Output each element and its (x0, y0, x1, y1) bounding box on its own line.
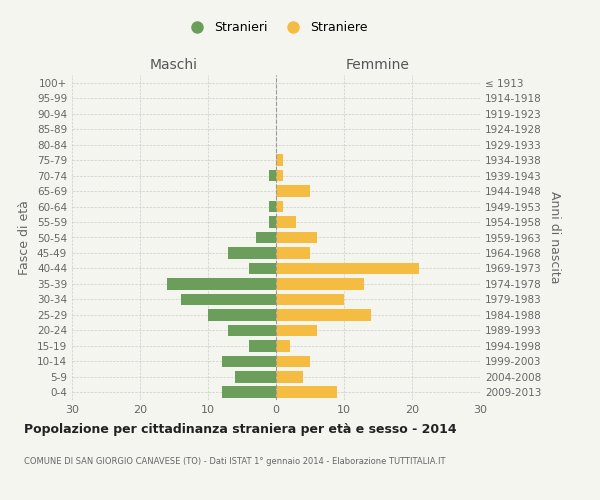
Bar (276, 200, 283, 212)
Bar (276, 386, 337, 398)
Bar (229, 324, 276, 336)
Bar (269, 170, 276, 181)
Text: Popolazione per cittadinanza straniera per età e sesso - 2014: Popolazione per cittadinanza straniera p… (24, 422, 457, 436)
Bar (276, 309, 371, 320)
Bar (208, 309, 276, 320)
Bar (276, 371, 303, 382)
Text: COMUNE DI SAN GIORGIO CANAVESE (TO) - Dati ISTAT 1° gennaio 2014 - Elaborazione : COMUNE DI SAN GIORGIO CANAVESE (TO) - Da… (24, 458, 445, 466)
Bar (235, 371, 276, 382)
Bar (276, 262, 419, 274)
Bar (276, 340, 290, 351)
Bar (229, 247, 276, 259)
Bar (167, 278, 276, 289)
Y-axis label: Anni di nascita: Anni di nascita (548, 191, 561, 284)
Bar (276, 294, 344, 305)
Text: Maschi: Maschi (150, 58, 198, 72)
Bar (276, 186, 310, 197)
Bar (256, 232, 276, 243)
Bar (276, 154, 283, 166)
Bar (249, 340, 276, 351)
Bar (249, 262, 276, 274)
Legend: Stranieri, Straniere: Stranieri, Straniere (179, 16, 373, 40)
Bar (269, 200, 276, 212)
Bar (221, 386, 276, 398)
Bar (276, 232, 317, 243)
Bar (221, 356, 276, 367)
Bar (269, 216, 276, 228)
Bar (276, 356, 310, 367)
Bar (276, 216, 296, 228)
Bar (276, 278, 364, 289)
Text: Femmine: Femmine (346, 58, 410, 72)
Y-axis label: Fasce di età: Fasce di età (19, 200, 31, 275)
Bar (276, 324, 317, 336)
Bar (181, 294, 276, 305)
Bar (276, 247, 310, 259)
Bar (276, 170, 283, 181)
